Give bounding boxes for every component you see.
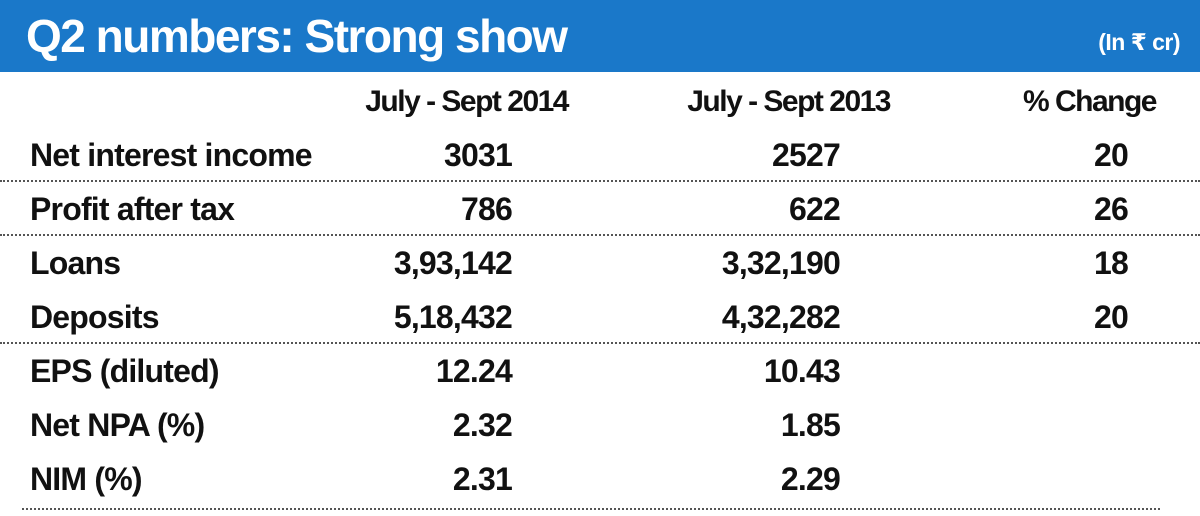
row-label: Net interest income [30,137,313,173]
cell-2014: 786 [461,191,513,227]
table-row: Loans 3,93,142 3,32,190 18 [0,236,1200,290]
cell-2014: 2.32 [452,407,513,443]
table-row: Net interest income 3031 2527 20 [0,128,1200,182]
table-row: Net NPA (%) 2.32 1.85 [0,398,1200,452]
cell-2013: 1.85 [780,407,841,443]
column-header-change: % Change [1022,85,1158,118]
header-banner: Q2 numbers: Strong show (In ₹ cr) [0,0,1200,72]
table-body: Net interest income 3031 2527 20 Profit … [0,128,1200,506]
cell-2014: 3,93,142 [393,245,513,281]
row-label: Net NPA (%) [30,407,205,443]
row-label: Loans [30,245,121,281]
cell-2013: 2527 [772,137,841,173]
cell-2014: 5,18,432 [393,299,513,335]
cell-change: 20 [1094,299,1129,335]
table-row: Profit after tax 786 622 26 [0,182,1200,236]
column-headers: July - Sept 2014 July - Sept 2013 % Chan… [0,72,1200,128]
cell-change: 18 [1094,245,1129,281]
unit-label: (In ₹ cr) [1098,29,1180,55]
cell-2013: 10.43 [763,353,841,389]
column-header-2013: July - Sept 2013 [687,85,891,118]
bottom-divider [22,508,1160,510]
row-label: EPS (diluted) [30,353,220,389]
table-row: Deposits 5,18,432 4,32,282 20 [0,290,1200,344]
row-label: Deposits [30,299,160,335]
row-label: NIM (%) [30,461,143,497]
cell-change: 26 [1094,191,1129,227]
cell-2014: 12.24 [435,353,513,389]
cell-2014: 2.31 [452,461,513,497]
cell-2013: 3,32,190 [721,245,841,281]
row-label: Profit after tax [30,191,235,227]
cell-2013: 622 [789,191,841,227]
table-row: NIM (%) 2.31 2.29 [0,452,1200,506]
cell-change: 20 [1094,137,1129,173]
cell-2013: 4,32,282 [721,299,841,335]
cell-2013: 2.29 [780,461,841,497]
column-header-2014: July - Sept 2014 [365,85,569,118]
chart-title: Q2 numbers: Strong show [26,10,568,62]
cell-2014: 3031 [444,137,513,173]
table-row: EPS (diluted) 12.24 10.43 [0,344,1200,398]
